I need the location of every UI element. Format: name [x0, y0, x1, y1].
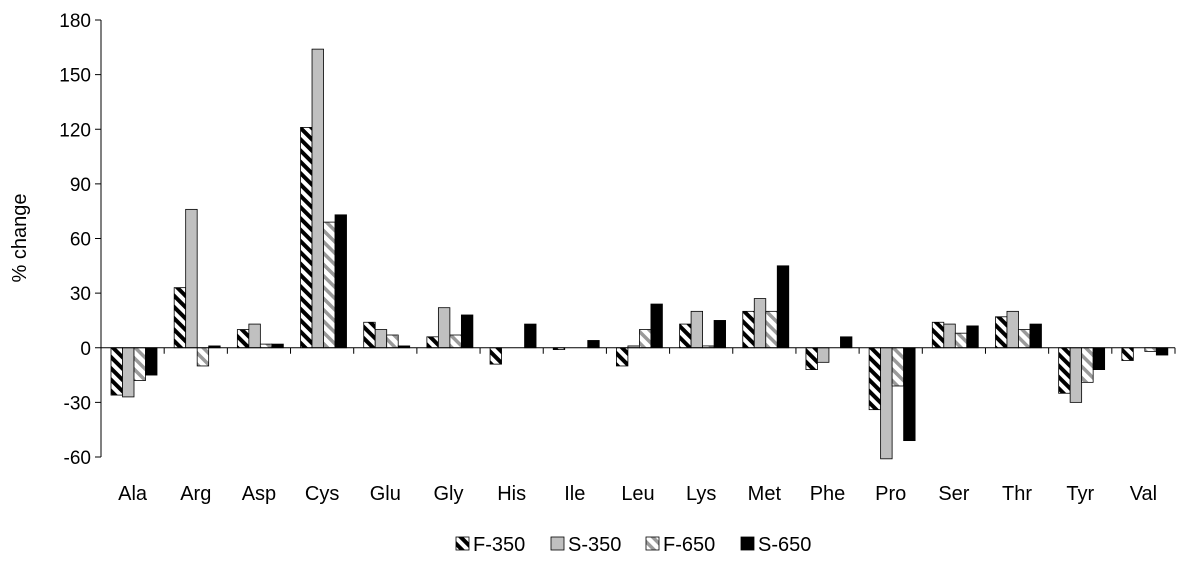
legend-swatch-s-650: [740, 536, 755, 551]
bar-s-650-met: [776, 265, 790, 349]
bar-s-350-asp: [248, 323, 261, 349]
bar-s-650-phe: [840, 336, 853, 349]
x-tick-label: Tyr: [1066, 483, 1094, 505]
bar-s-650-lys: [713, 320, 726, 349]
x-tick-label: Arg: [180, 483, 211, 505]
bar-f-650-pro: [891, 347, 905, 387]
bar-s-350-glu: [374, 329, 388, 349]
x-tick-label: Ser: [938, 483, 969, 505]
bar-f-650-val: [1144, 347, 1157, 352]
bar-s-650-ala: [145, 347, 158, 376]
x-tick-label: Phe: [810, 483, 846, 505]
bar-s-650-tyr: [1092, 347, 1106, 371]
bar-s-650-gly: [460, 314, 474, 349]
bar-s-350-met: [753, 298, 767, 349]
bar-f-350-tyr: [1058, 347, 1071, 394]
plot-area: -60 -30 0 30 60 90 120 150 180 Ala Arg Asp Cys Glu Gly…: [59, 11, 1176, 505]
bar-s-350-ser: [943, 323, 956, 349]
bar-f-350-thr: [995, 316, 1008, 349]
y-tick-label: 60: [70, 230, 91, 251]
bar-f-350-met: [742, 310, 755, 349]
bar-s-350-thr: [1006, 310, 1019, 349]
x-tick-label: Glu: [370, 483, 401, 505]
y-tick-label: 180: [59, 11, 91, 32]
legend-label-f-350: F-350: [473, 534, 525, 556]
bar-f-350-asp: [236, 329, 250, 349]
bar-f-350-his: [489, 347, 502, 365]
bar-s-350-pro: [880, 347, 893, 460]
x-tick-label: Asp: [242, 483, 276, 505]
bar-f-650-cys: [323, 221, 336, 349]
bar-f-650-asp: [259, 343, 273, 349]
y-tick-label: -30: [64, 393, 91, 414]
bar-s-350-lys: [690, 310, 703, 349]
bar-s-350-arg: [185, 208, 198, 349]
bar-f-650-ala: [133, 347, 146, 381]
x-tick-label: Gly: [433, 483, 463, 505]
x-tick-label: Leu: [621, 483, 654, 505]
bar-s-350-ala: [122, 347, 135, 398]
x-tick-label: Cys: [305, 483, 339, 505]
bar-f-650-gly: [449, 334, 462, 349]
legend-swatch-f-650: [645, 536, 660, 551]
bar-s-350-gly: [437, 307, 451, 349]
x-tick-label: Ala: [118, 483, 148, 505]
bar-s-650-thr: [1029, 323, 1042, 349]
bar-f-350-val: [1121, 347, 1134, 361]
x-tick-label: Val: [1130, 483, 1157, 505]
x-tick-label: Pro: [875, 483, 906, 505]
bar-s-350-cys: [311, 48, 324, 349]
x-tick-label: His: [497, 483, 526, 505]
bar-f-650-met: [765, 310, 778, 349]
y-axis-title: % change: [9, 194, 31, 283]
y-tick-label: 120: [59, 120, 91, 141]
bar-s-650-asp: [271, 343, 284, 349]
bar-f-650-glu: [386, 334, 399, 349]
legend-label-s-350: S-350: [568, 534, 621, 556]
bar-s-650-leu: [650, 303, 663, 349]
bar-f-350-leu: [616, 347, 629, 367]
bar-f-350-lys: [679, 323, 692, 349]
legend-swatch-s-350: [550, 536, 565, 551]
bar-f-650-ser: [954, 332, 968, 349]
legend: F-350 S-350 F-650 S-650: [455, 534, 811, 556]
bar-s-650-ile: [587, 340, 600, 349]
bar-f-650-arg: [196, 347, 210, 367]
x-tick-label: Ile: [564, 483, 585, 505]
bar-s-350-tyr: [1069, 347, 1083, 403]
bar-f-350-phe: [805, 347, 818, 371]
bar-f-350-pro: [868, 347, 882, 411]
bar-f-350-ala: [110, 347, 123, 396]
bar-s-650-his: [524, 323, 537, 349]
bar-s-650-val: [1155, 347, 1169, 356]
x-tick-label: Thr: [1002, 483, 1032, 505]
bar-s-650-pro: [903, 347, 916, 442]
y-tick-label: 30: [70, 284, 91, 305]
y-tick-label: -60: [64, 448, 91, 469]
legend-label-f-650: F-650: [663, 534, 715, 556]
bar-f-350-glu: [363, 321, 376, 349]
legend-swatch-f-350: [455, 536, 470, 551]
bar-f-350-ser: [931, 321, 945, 349]
bar-s-650-ser: [966, 325, 979, 349]
bar-s-650-cys: [334, 214, 347, 349]
y-tick-label: 150: [59, 66, 91, 87]
legend-label-s-650: S-650: [758, 534, 811, 556]
x-tick-label: Met: [748, 483, 782, 505]
bar-f-650-leu: [639, 329, 652, 349]
bar-s-350-phe: [817, 347, 830, 363]
bar-f-350-gly: [426, 336, 439, 349]
bar-f-350-cys: [300, 127, 313, 349]
x-tick-label: Lys: [686, 483, 716, 505]
bar-f-650-thr: [1018, 329, 1031, 349]
y-tick-label: 90: [70, 175, 91, 196]
y-tick-label: 0: [80, 339, 91, 360]
bar-f-350-arg: [173, 287, 187, 349]
bar-f-650-tyr: [1081, 347, 1094, 383]
